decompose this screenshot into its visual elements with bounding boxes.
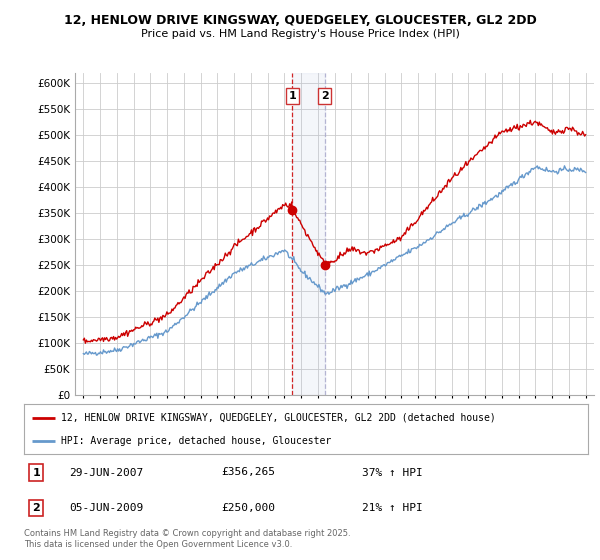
- Text: 21% ↑ HPI: 21% ↑ HPI: [362, 503, 423, 513]
- Text: £356,265: £356,265: [221, 468, 275, 478]
- Text: 12, HENLOW DRIVE KINGSWAY, QUEDGELEY, GLOUCESTER, GL2 2DD: 12, HENLOW DRIVE KINGSWAY, QUEDGELEY, GL…: [64, 14, 536, 27]
- Text: 37% ↑ HPI: 37% ↑ HPI: [362, 468, 423, 478]
- Text: HPI: Average price, detached house, Gloucester: HPI: Average price, detached house, Glou…: [61, 436, 331, 446]
- Text: 1: 1: [32, 468, 40, 478]
- Text: 12, HENLOW DRIVE KINGSWAY, QUEDGELEY, GLOUCESTER, GL2 2DD (detached house): 12, HENLOW DRIVE KINGSWAY, QUEDGELEY, GL…: [61, 413, 496, 423]
- Text: 1: 1: [289, 91, 296, 101]
- Text: 2: 2: [321, 91, 329, 101]
- Bar: [292, 73, 325, 395]
- Text: Contains HM Land Registry data © Crown copyright and database right 2025.
This d: Contains HM Land Registry data © Crown c…: [24, 529, 350, 549]
- Text: 29-JUN-2007: 29-JUN-2007: [69, 468, 143, 478]
- Text: £250,000: £250,000: [221, 503, 275, 513]
- Text: 05-JUN-2009: 05-JUN-2009: [69, 503, 143, 513]
- Text: 2: 2: [32, 503, 40, 513]
- Text: Price paid vs. HM Land Registry's House Price Index (HPI): Price paid vs. HM Land Registry's House …: [140, 29, 460, 39]
